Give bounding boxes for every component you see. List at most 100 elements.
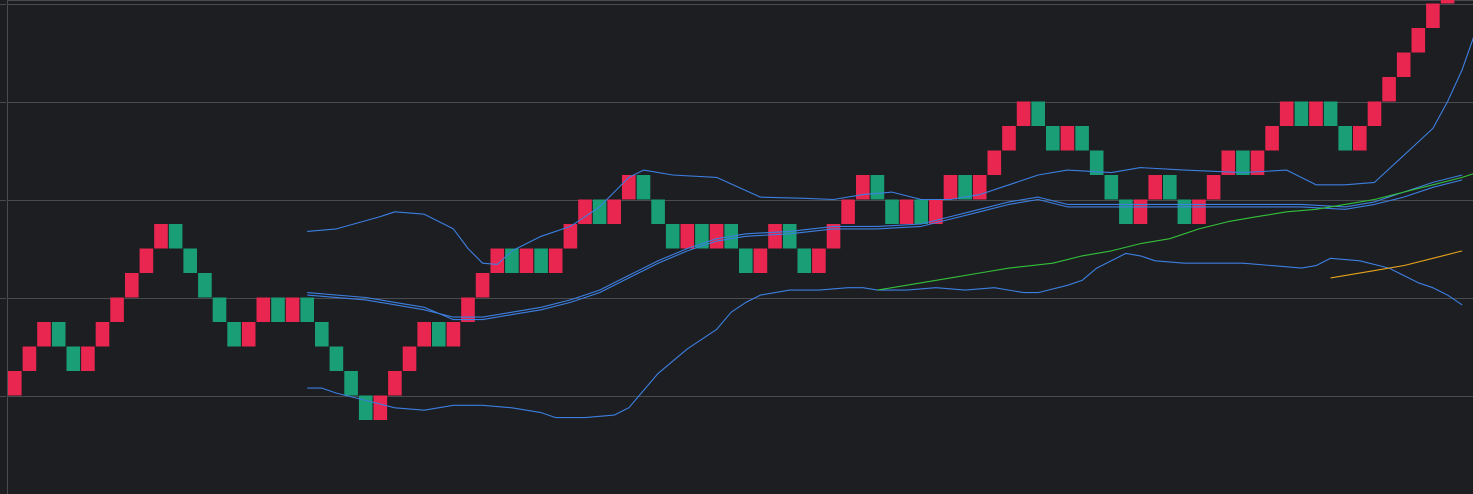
renko-brick-up: [519, 248, 534, 273]
renko-brick-up: [490, 248, 505, 273]
renko-brick-up: [1148, 175, 1162, 200]
renko-brick-up: [841, 199, 855, 224]
renko-brick-down: [739, 248, 753, 273]
renko-brick-down: [797, 248, 812, 273]
renko-brick-up: [154, 224, 168, 249]
renko-brick-down: [665, 224, 680, 249]
renko-brick-up: [1206, 175, 1221, 200]
renko-brick-down: [636, 175, 651, 200]
renko-brick-up: [856, 175, 870, 200]
renko-brick-up: [548, 248, 563, 273]
renko-brick-up: [1396, 52, 1411, 77]
renko-brick-down: [592, 199, 607, 224]
renko-brick-down: [1119, 199, 1133, 224]
renko-brick-up: [987, 150, 1002, 175]
renko-brick-down: [51, 322, 66, 347]
renko-brick-down: [66, 346, 81, 371]
renko-brick-up: [1016, 101, 1031, 126]
renko-brick-down: [958, 175, 972, 200]
renko-brick-down: [870, 175, 885, 200]
renko-brick-up: [1265, 126, 1279, 151]
renko-brick-up: [256, 297, 271, 322]
renko-brick-up: [768, 224, 782, 249]
renko-brick-up: [1002, 126, 1016, 151]
renko-brick-up: [81, 346, 95, 371]
renko-brick-up: [753, 248, 768, 273]
renko-brick-down: [1323, 101, 1338, 126]
renko-brick-up: [37, 322, 51, 347]
renko-brick-up: [95, 322, 110, 347]
renko-brick-down: [1338, 126, 1352, 151]
renko-brick-up: [680, 224, 695, 249]
renko-brick-down: [300, 297, 314, 322]
renko-brick-down: [212, 297, 227, 322]
renko-brick-down: [315, 322, 329, 347]
renko-brick-up: [417, 322, 431, 347]
renko-brick-up: [1411, 28, 1426, 53]
renko-brick-up: [563, 224, 578, 249]
renko-brick-up: [22, 346, 37, 371]
renko-brick-up: [241, 322, 256, 347]
renko-brick-down: [914, 199, 928, 224]
renko-brick-up: [826, 224, 841, 249]
renko-brick-down: [1075, 126, 1089, 151]
renko-brick-down: [1031, 101, 1045, 126]
renko-brick-up: [125, 273, 139, 298]
renko-brick-up: [139, 248, 154, 273]
renko-brick-down: [534, 248, 548, 273]
renko-brick-down: [183, 248, 197, 273]
renko-brick-up: [1221, 150, 1236, 175]
renko-brick-down: [271, 297, 285, 322]
indicator-line-bb-middle: [307, 174, 1463, 318]
renko-brick-up: [461, 297, 475, 322]
renko-brick-up: [929, 199, 943, 224]
renko-brick-down: [432, 322, 446, 347]
renko-brick-down: [1046, 126, 1060, 151]
indicator-line-ma-medium: [877, 173, 1473, 291]
renko-brick-down: [227, 322, 241, 347]
renko-brick-up: [1133, 199, 1148, 224]
renko-brick-down: [885, 199, 899, 224]
renko-brick-up: [812, 248, 826, 273]
renko-brick-down: [1177, 199, 1192, 224]
indicator-line-ma-slow: [1330, 250, 1463, 279]
renko-brick-down: [1294, 101, 1309, 126]
renko-brick-up: [578, 199, 592, 224]
renko-brick-up: [899, 199, 914, 224]
renko-brick-up: [8, 371, 22, 396]
renko-brick-up: [1279, 101, 1294, 126]
renko-brick-up: [110, 297, 124, 322]
renko-brick-down: [344, 371, 358, 396]
renko-brick-up: [709, 224, 724, 249]
renko-brick-up: [475, 273, 490, 298]
renko-brick-up: [1367, 101, 1382, 126]
renko-brick-up: [1426, 3, 1440, 28]
indicator-line-bb-lower: [307, 252, 1463, 419]
renko-brick-up: [373, 395, 388, 420]
renko-brick-up: [1192, 199, 1206, 224]
renko-brick-down: [1236, 150, 1250, 175]
renko-brick-up: [1060, 126, 1075, 151]
renko-brick-up: [1440, 0, 1455, 4]
renko-brick-down: [329, 346, 344, 371]
renko-brick-up: [1382, 77, 1396, 102]
renko-brick-up: [607, 199, 621, 224]
renko-brick-up: [1250, 150, 1265, 175]
indicator-line-ma-fast: [307, 179, 1463, 321]
renko-brick-up: [1309, 101, 1323, 126]
renko-brick-down: [1163, 175, 1177, 200]
renko-brick-down: [505, 248, 519, 273]
renko-brick-up: [402, 346, 417, 371]
indicator-line-bb-upper: [307, 37, 1473, 265]
renko-brick-down: [782, 224, 797, 249]
renko-brick-up: [943, 175, 958, 200]
renko-brick-up: [1353, 126, 1367, 151]
renko-brick-down: [1104, 175, 1119, 200]
renko-brick-down: [168, 224, 183, 249]
renko-brick-down: [198, 273, 212, 298]
renko-brick-up: [285, 297, 300, 322]
renko-brick-up: [622, 175, 636, 200]
renko-brick-up: [446, 322, 461, 347]
